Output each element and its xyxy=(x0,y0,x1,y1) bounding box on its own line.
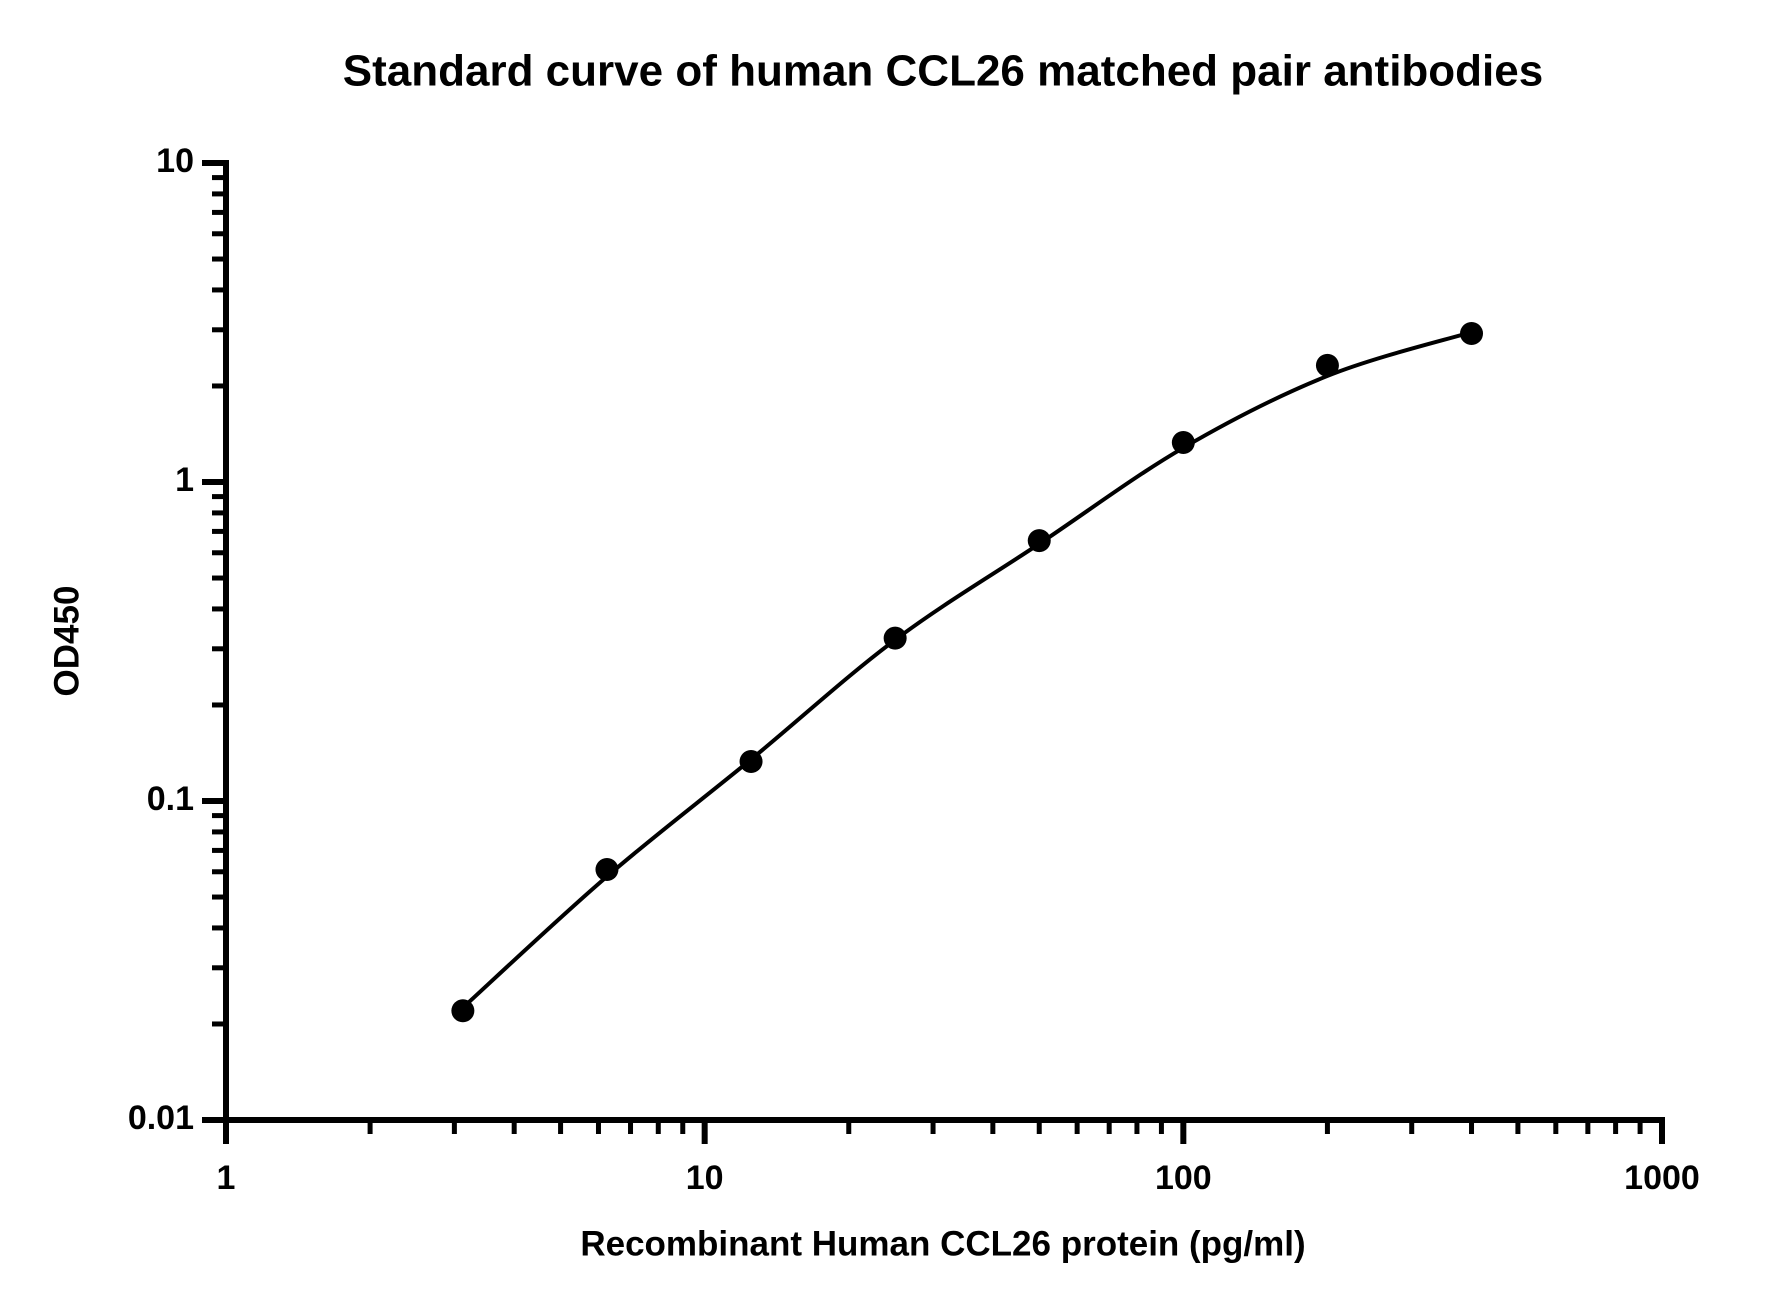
y-tick-label: 10 xyxy=(156,142,194,180)
x-tick-label: 100 xyxy=(1155,1159,1212,1197)
y-tick-label: 0.1 xyxy=(147,780,194,818)
data-point xyxy=(1027,529,1051,553)
x-tick-label: 1 xyxy=(217,1159,236,1197)
fit-curve xyxy=(461,330,1473,1010)
data-point xyxy=(1171,430,1195,454)
data-point xyxy=(451,999,475,1023)
x-tick-label: 10 xyxy=(686,1159,724,1197)
data-point xyxy=(595,857,619,881)
data-point xyxy=(883,626,907,650)
y-tick-label: 0.01 xyxy=(128,1099,194,1137)
x-tick-label: 1000 xyxy=(1624,1159,1700,1197)
chart-title: Standard curve of human CCL26 matched pa… xyxy=(343,47,1543,96)
data-point xyxy=(1315,353,1339,377)
x-axis-label: Recombinant Human CCL26 protein (pg/ml) xyxy=(580,1224,1305,1263)
y-axis-label: OD450 xyxy=(47,586,86,697)
data-point xyxy=(739,749,763,773)
y-tick-label: 1 xyxy=(175,461,194,499)
data-point xyxy=(1460,322,1484,346)
